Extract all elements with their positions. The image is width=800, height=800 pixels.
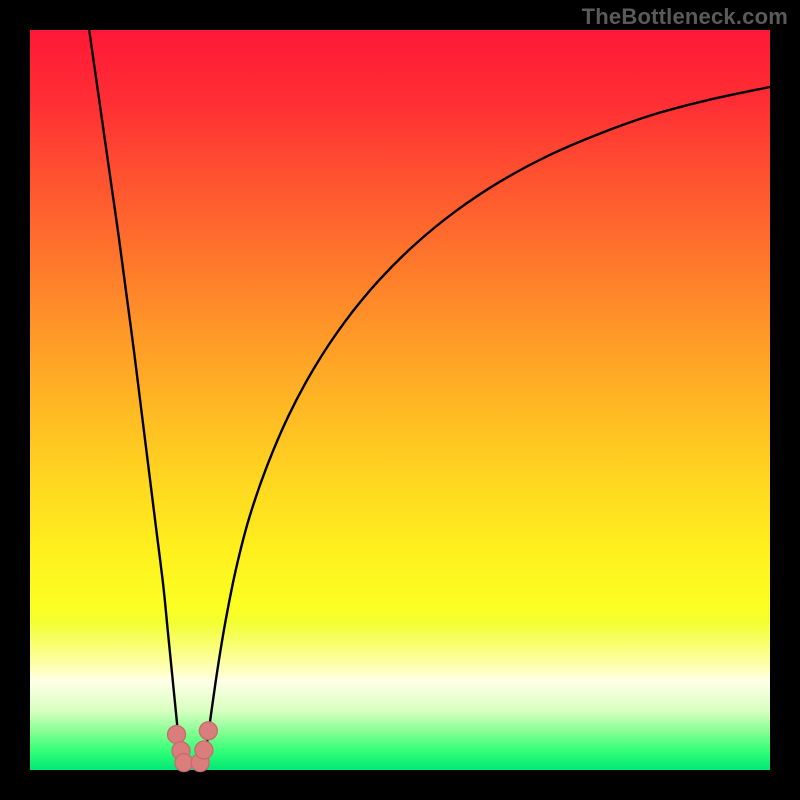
chart-container: TheBottleneck.com	[0, 0, 800, 800]
marker-point	[175, 754, 193, 772]
marker-point	[168, 725, 186, 743]
marker-point	[199, 722, 217, 740]
marker-point	[195, 741, 213, 759]
bottleneck-curve-chart	[0, 0, 800, 800]
